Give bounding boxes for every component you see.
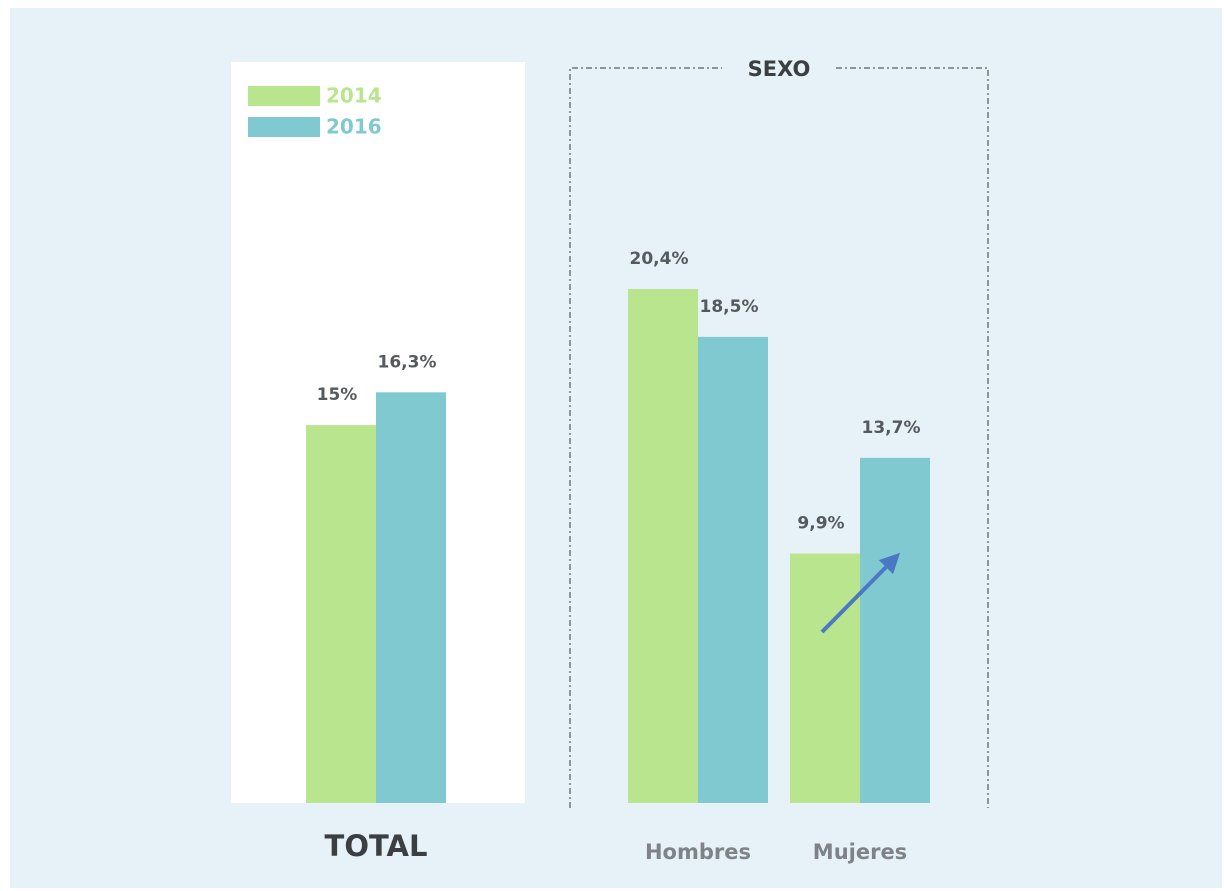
group-label: SEXO	[748, 57, 811, 81]
bar	[698, 336, 768, 803]
value-label: 18,5%	[700, 297, 759, 317]
category-label: Mujeres	[813, 840, 907, 864]
bars	[306, 289, 930, 803]
labels: 15% 16,3% TOTAL 20,4% 18,5% Hombres 9,9% 13,7% M…	[317, 249, 921, 864]
bar	[306, 425, 376, 803]
background	[10, 8, 1222, 888]
value-label: 9,9%	[797, 514, 844, 534]
category-label: Hombres	[645, 840, 751, 864]
value-label: 20,4%	[630, 249, 689, 269]
legend-label: 2016	[326, 115, 382, 139]
bar	[790, 553, 860, 803]
bar	[860, 457, 930, 803]
trend-arrow	[820, 552, 901, 634]
legend: 2014 2016	[248, 84, 382, 139]
bar	[628, 289, 698, 803]
category-label: TOTAL	[325, 829, 428, 863]
legend-swatch	[248, 117, 320, 137]
legend-label: 2014	[326, 84, 382, 108]
group-box	[569, 67, 989, 808]
bar	[376, 392, 446, 803]
value-label: 15%	[317, 385, 358, 405]
value-label: 16,3%	[378, 352, 437, 372]
value-label: 13,7%	[862, 418, 921, 438]
legend-swatch	[248, 86, 320, 106]
